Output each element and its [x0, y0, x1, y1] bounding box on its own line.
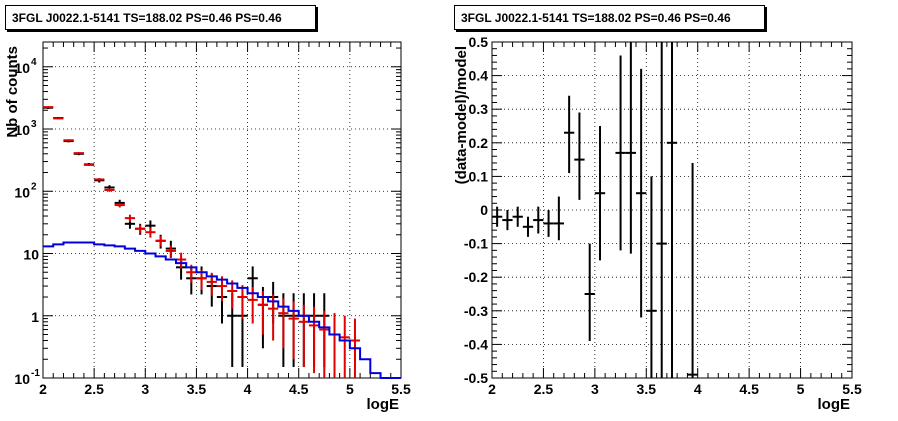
y-tick-label: -0.2 — [464, 269, 488, 285]
y-tick-label: 10 — [14, 60, 30, 76]
plot-frame — [42, 41, 402, 379]
right-chart-panel: 3FGL J0022.1-5141 TS=188.02 PS=0.46 PS=0… — [449, 0, 898, 421]
left-chart-panel: 3FGL J0022.1-5141 TS=188.02 PS=0.46 PS=0… — [4, 5, 411, 413]
y-tick-label: 1 — [31, 309, 39, 325]
x-tick-label: 3.5 — [637, 381, 657, 397]
y-tick-label: 0 — [480, 202, 488, 218]
y-tick-label-exponent: 3 — [31, 119, 37, 130]
right-chart-title: 3FGL J0022.1-5141 TS=188.02 PS=0.46 PS=0… — [454, 5, 765, 30]
x-tick-label: 5 — [797, 381, 805, 397]
y-tick-label: 0.3 — [469, 101, 489, 117]
x-tick-label: 3 — [141, 381, 149, 397]
x-axis-label: logE — [367, 396, 400, 413]
y-tick-label: 10 — [14, 122, 30, 138]
x-tick-label: 3 — [591, 381, 599, 397]
x-tick-label: 4 — [694, 381, 702, 397]
y-tick-label-exponent: 4 — [31, 57, 37, 68]
y-tick-label: 10 — [23, 247, 39, 263]
y-tick-label: 10 — [14, 371, 30, 387]
x-tick-label: 4 — [244, 381, 252, 397]
x-axis-label: logE — [818, 396, 851, 413]
y-tick-label: -0.5 — [464, 370, 488, 386]
y-tick-label: 0.4 — [469, 68, 489, 84]
y-tick-label: 0.1 — [469, 168, 489, 184]
y-tick-label-exponent: -1 — [31, 368, 40, 379]
y-axis-label: (data-model)/model — [453, 46, 470, 184]
x-tick-label: 2 — [39, 381, 47, 397]
x-tick-label: 5 — [346, 381, 354, 397]
y-tick-label: -0.4 — [464, 336, 488, 352]
x-tick-label: 2.5 — [534, 381, 554, 397]
x-tick-label: 4.5 — [289, 381, 309, 397]
x-tick-label: 2.5 — [84, 381, 104, 397]
x-tick-label: 2 — [488, 381, 496, 397]
y-tick-label: 10 — [14, 184, 30, 200]
x-tick-label: 3.5 — [187, 381, 207, 397]
x-tick-label: 4.5 — [739, 381, 759, 397]
x-tick-label: 5.5 — [842, 381, 862, 397]
y-tick-label-exponent: 2 — [31, 181, 37, 192]
y-tick-label: 0.2 — [469, 135, 489, 151]
y-tick-label: 0.5 — [469, 34, 489, 50]
left-chart-title: 3FGL J0022.1-5141 TS=188.02 PS=0.46 PS=0… — [5, 5, 316, 30]
model-step-line — [43, 241, 401, 379]
y-axis-label: Nb of counts — [4, 46, 21, 138]
x-tick-label: 5.5 — [391, 381, 411, 397]
y-tick-label: -0.3 — [464, 303, 488, 319]
y-tick-label: -0.1 — [464, 236, 488, 252]
